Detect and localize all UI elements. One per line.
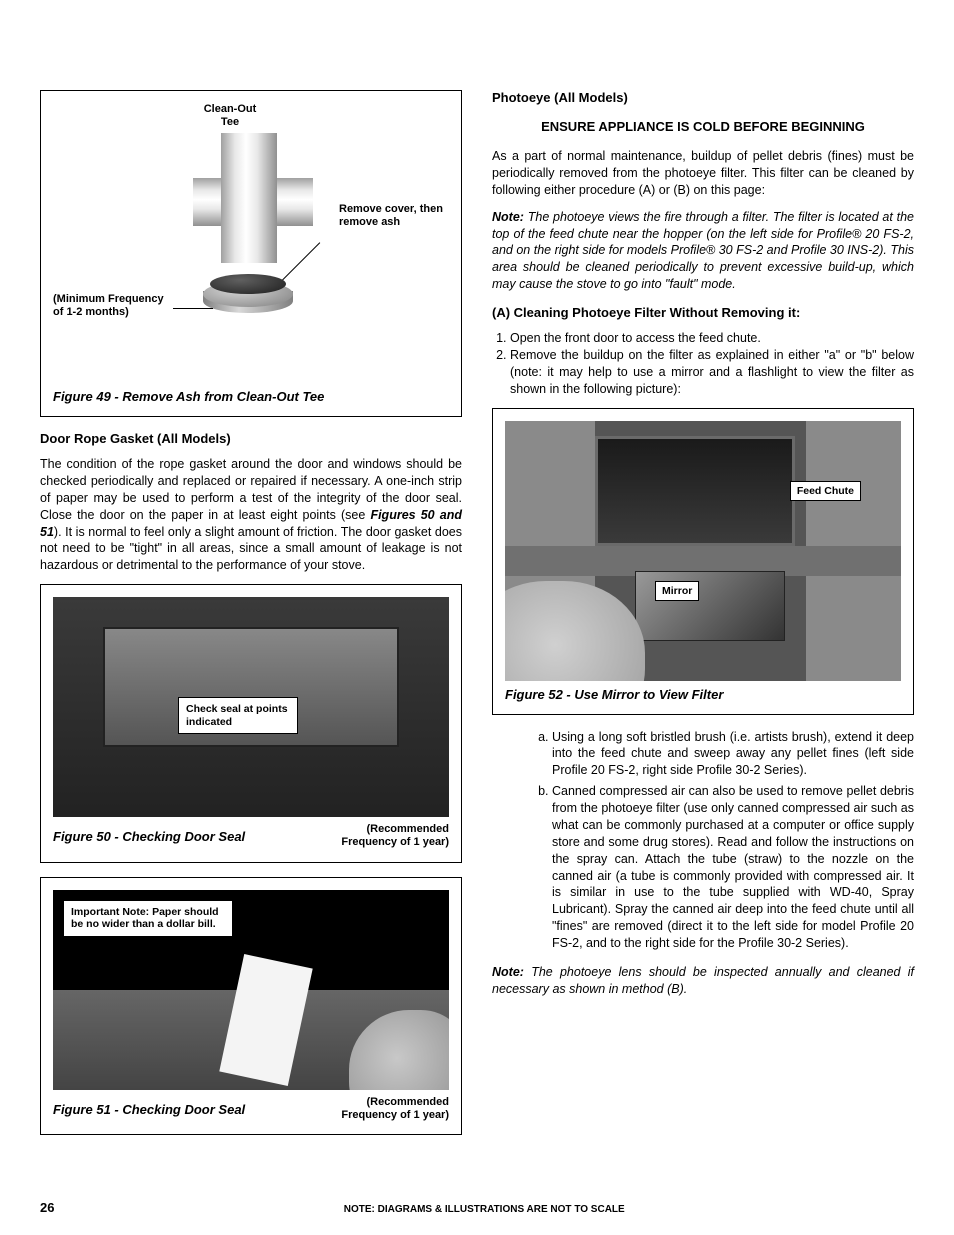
feed-chute-label: Feed Chute — [790, 481, 861, 501]
final-note: Note: The photoeye lens should be inspec… — [492, 964, 914, 998]
remove-cover-label: Remove cover, then remove ash — [339, 203, 449, 229]
photoeye-heading: Photoeye (All Models) — [492, 90, 914, 105]
pointer-line-icon — [173, 308, 213, 309]
figure-50-photo: Check seal at points indicated — [53, 597, 449, 817]
pointer-line-icon — [281, 242, 321, 282]
figure-51-box: Important Note: Paper should be no wider… — [40, 877, 462, 1135]
figure-50-note: (Recommended Frequency of 1 year) — [341, 823, 449, 849]
figure-52-photo: Feed Chute Mirror — [505, 421, 901, 681]
figure-49-caption: Figure 49 - Remove Ash from Clean-Out Te… — [53, 389, 449, 404]
substep-b: Canned compressed air can also be used t… — [552, 783, 914, 952]
photoeye-intro: As a part of normal maintenance, buildup… — [492, 148, 914, 199]
steps-list: Open the front door to access the feed c… — [510, 330, 914, 398]
clean-out-tee-label: Clean-Out Tee — [195, 103, 265, 129]
right-column: Photoeye (All Models) ENSURE APPLIANCE I… — [492, 90, 914, 1149]
fig50-note-l2: Frequency of 1 year) — [341, 836, 449, 848]
figure-51-caption: Figure 51 - Checking Door Seal — [53, 1102, 245, 1117]
photoeye-note: Note: The photoeye views the fire throug… — [492, 209, 914, 293]
substeps-list: Using a long soft bristled brush (i.e. a… — [552, 729, 914, 952]
sub-a-heading: (A) Cleaning Photoeye Filter Without Rem… — [492, 305, 914, 320]
fig51-note-l2: Frequency of 1 year) — [341, 1109, 449, 1121]
figure-50-caption: Figure 50 - Checking Door Seal — [53, 829, 245, 844]
check-seal-label: Check seal at points indicated — [178, 697, 298, 734]
figure-49-box: Clean-Out Tee Remove cover, then remove … — [40, 90, 462, 417]
footer-note: NOTE: DIAGRAMS & ILLUSTRATIONS ARE NOT T… — [54, 1204, 914, 1215]
final-note-body: The photoeye lens should be inspected an… — [492, 965, 914, 996]
step-1: Open the front door to access the feed c… — [510, 330, 914, 347]
door-gasket-heading: Door Rope Gasket (All Models) — [40, 431, 462, 446]
ensure-cold-heading: ENSURE APPLIANCE IS COLD BEFORE BEGINNIN… — [492, 119, 914, 134]
figure-52-box: Feed Chute Mirror Figure 52 - Use Mirror… — [492, 408, 914, 715]
figure-51-note: (Recommended Frequency of 1 year) — [341, 1096, 449, 1122]
note-body: The photoeye views the fire through a fi… — [492, 210, 914, 292]
fig50-note-l1: (Recommended — [366, 823, 449, 835]
page-footer: 26 NOTE: DIAGRAMS & ILLUSTRATIONS ARE NO… — [40, 1200, 914, 1215]
figure-49-diagram: Clean-Out Tee Remove cover, then remove … — [53, 103, 449, 383]
left-column: Clean-Out Tee Remove cover, then remove … — [40, 90, 462, 1149]
mirror-label: Mirror — [655, 581, 699, 601]
figure-52-caption: Figure 52 - Use Mirror to View Filter — [505, 687, 901, 702]
substep-a: Using a long soft bristled brush (i.e. a… — [552, 729, 914, 780]
paper-note-label: Important Note: Paper should be no wider… — [63, 900, 233, 937]
note-prefix: Note: — [492, 210, 524, 224]
ash-cap-icon — [203, 271, 293, 311]
step-2: Remove the buildup on the filter as expl… — [510, 347, 914, 398]
figure-50-box: Check seal at points indicated Figure 50… — [40, 584, 462, 862]
figure-51-photo: Important Note: Paper should be no wider… — [53, 890, 449, 1090]
min-frequency-label: (Minimum Frequency of 1-2 months) — [53, 293, 173, 319]
door-gasket-text: The condition of the rope gasket around … — [40, 456, 462, 574]
gasket-text-part2: ). It is normal to feel only a slight am… — [40, 525, 462, 573]
final-note-prefix: Note: — [492, 965, 524, 979]
fig51-note-l1: (Recommended — [366, 1096, 449, 1108]
page-number: 26 — [40, 1200, 54, 1215]
